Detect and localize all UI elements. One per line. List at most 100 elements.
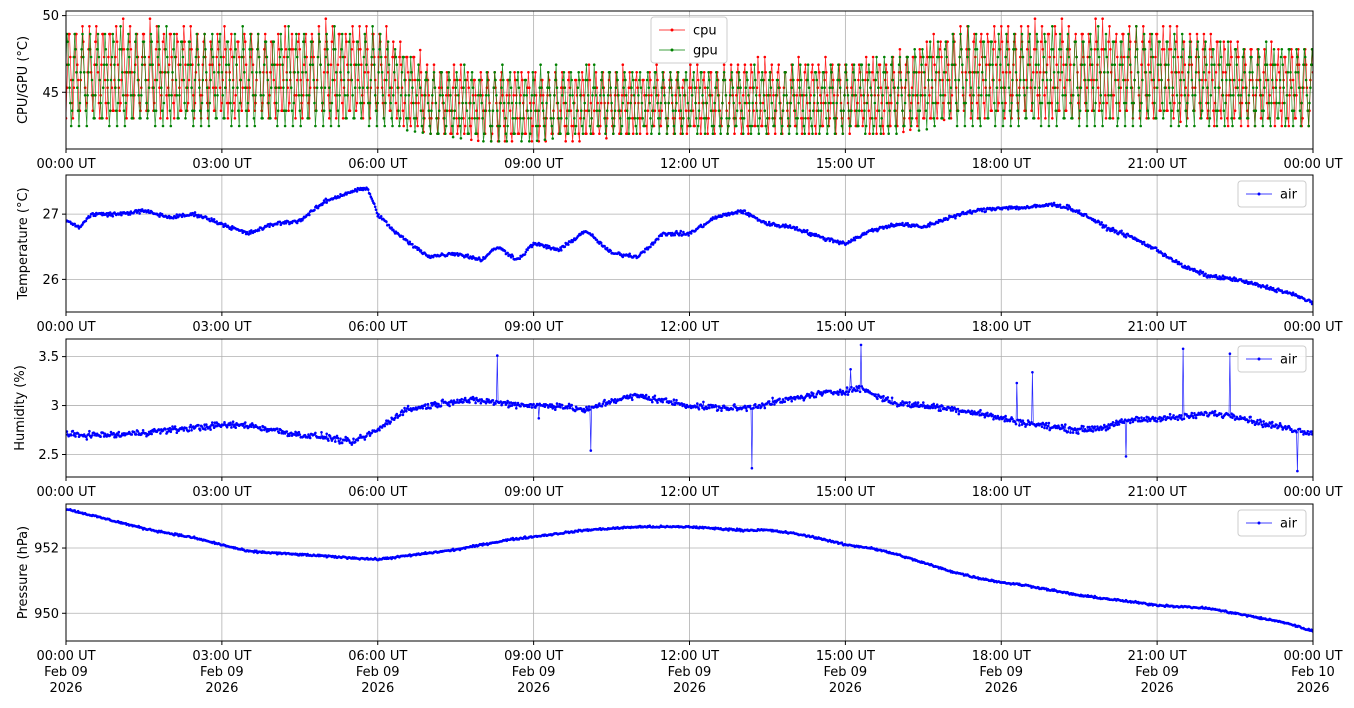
data-point-cpu <box>197 55 200 59</box>
legend-label-air: air <box>1280 188 1298 203</box>
data-point-gpu <box>636 117 639 120</box>
data-point-gpu <box>492 86 496 89</box>
data-point-gpu <box>661 71 664 74</box>
data-point-air <box>316 206 320 210</box>
data-point-gpu <box>832 101 835 105</box>
data-point-gpu <box>107 101 110 105</box>
data-point-gpu <box>586 94 590 97</box>
data-point-gpu <box>1218 63 1221 66</box>
data-point-cpu <box>1026 25 1030 28</box>
data-point-gpu <box>205 71 208 74</box>
data-point-cpu <box>1167 48 1171 51</box>
data-point-air <box>1265 284 1269 287</box>
data-point-gpu <box>754 78 757 82</box>
data-point-cpu <box>460 86 464 89</box>
data-point-cpu <box>192 117 196 120</box>
data-point-gpu <box>1029 55 1032 59</box>
data-point-cpu <box>1161 48 1164 51</box>
data-point-cpu <box>1246 124 1250 128</box>
data-point-air <box>285 430 289 433</box>
data-point-gpu <box>1013 48 1017 51</box>
data-point-gpu <box>1256 63 1259 66</box>
data-point-gpu <box>1166 40 1169 43</box>
data-point-gpu <box>934 101 937 105</box>
data-point-gpu <box>180 40 184 43</box>
data-point-cpu <box>868 132 871 135</box>
data-point-gpu <box>939 94 942 97</box>
data-point-gpu <box>428 124 432 128</box>
data-point-air <box>251 423 255 427</box>
data-point-cpu <box>829 101 832 105</box>
data-point-gpu <box>404 94 407 97</box>
data-point-gpu <box>75 71 78 74</box>
data-point-gpu <box>877 109 881 112</box>
data-point-air <box>679 229 683 233</box>
data-point-gpu <box>1054 109 1058 112</box>
data-point-gpu <box>1281 63 1284 66</box>
data-point-cpu <box>1051 117 1054 120</box>
data-point-cpu <box>1122 32 1125 36</box>
data-point-cpu <box>1012 40 1016 43</box>
data-point-air <box>215 421 218 424</box>
data-point-gpu <box>1283 101 1286 105</box>
data-point-gpu <box>465 109 469 112</box>
data-point-cpu <box>115 40 119 43</box>
data-point-gpu <box>389 101 393 105</box>
data-point-air <box>88 429 91 433</box>
data-point-cpu <box>94 40 97 43</box>
data-point-cpu <box>756 55 760 59</box>
data-point-cpu <box>811 63 814 66</box>
data-point-cpu <box>981 78 985 82</box>
data-point-gpu <box>1016 109 1019 112</box>
data-point-gpu <box>640 101 644 105</box>
data-point-gpu <box>489 124 492 128</box>
data-point-cpu <box>1201 48 1205 51</box>
data-point-gpu <box>1103 71 1106 74</box>
data-point-gpu <box>828 86 832 89</box>
data-point-cpu <box>403 101 406 105</box>
data-point-gpu <box>757 132 761 135</box>
data-point-air <box>657 238 660 241</box>
data-point-gpu <box>1056 101 1059 105</box>
data-point-gpu <box>1268 117 1271 120</box>
data-point-gpu <box>851 71 855 74</box>
data-point-gpu <box>192 124 195 128</box>
data-point-gpu <box>376 101 380 105</box>
data-point-cpu <box>961 94 965 97</box>
data-point-cpu <box>1112 94 1116 97</box>
data-point-cpu <box>890 101 893 105</box>
data-point-gpu <box>104 48 108 51</box>
data-point-gpu <box>774 94 778 97</box>
data-point-air <box>511 254 515 258</box>
data-point-gpu <box>429 132 432 135</box>
data-point-cpu <box>175 32 179 36</box>
data-point-gpu <box>406 117 410 120</box>
data-point-cpu <box>211 63 214 66</box>
data-point-air <box>403 406 406 410</box>
data-point-cpu <box>1211 78 1214 82</box>
data-point-air <box>1100 221 1103 224</box>
data-point-gpu <box>177 117 180 120</box>
data-point-gpu <box>620 124 624 128</box>
data-point-air <box>767 220 771 224</box>
data-point-gpu <box>897 63 901 66</box>
data-point-gpu <box>1198 78 1201 82</box>
data-point-gpu <box>295 32 298 36</box>
data-point-gpu <box>668 86 671 89</box>
data-point-gpu <box>755 109 759 112</box>
data-point-air <box>173 425 177 428</box>
data-point-cpu <box>345 40 348 43</box>
data-point-cpu <box>980 32 983 36</box>
data-point-gpu <box>903 124 906 128</box>
data-point-gpu <box>1240 78 1244 82</box>
data-point-cpu <box>1297 48 1300 51</box>
data-point-gpu <box>585 63 588 66</box>
data-point-gpu <box>263 63 266 66</box>
data-point-gpu <box>413 130 417 133</box>
data-point-gpu <box>285 78 289 82</box>
data-point-cpu <box>1277 71 1281 74</box>
data-point-gpu <box>534 109 537 112</box>
data-point-cpu <box>1202 32 1206 36</box>
data-point-gpu <box>392 94 395 97</box>
